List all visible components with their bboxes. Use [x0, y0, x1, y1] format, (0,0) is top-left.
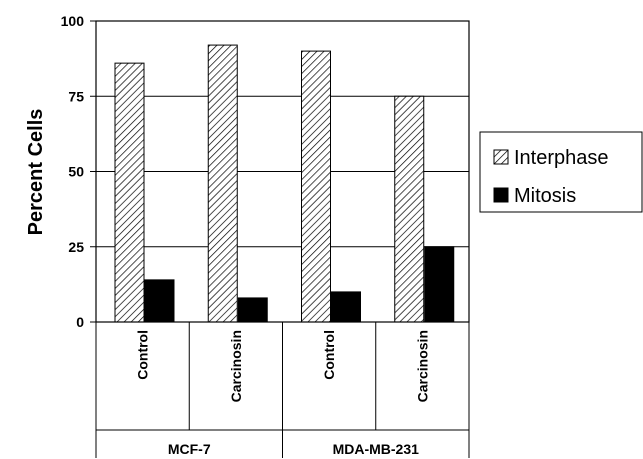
y-tick-label: 100 [61, 13, 85, 29]
category-label: Carcinosin [414, 330, 430, 402]
legend-swatch-mitosis [493, 187, 509, 203]
legend-label: Mitosis [514, 185, 576, 207]
legend-label: Interphase [514, 147, 609, 169]
legend-swatch-interphase [493, 149, 509, 165]
bar-mitosis-3 [424, 246, 455, 323]
bar-interphase-3 [394, 95, 425, 323]
y-axis-label: Percent Cells [25, 109, 47, 236]
category-label: Control [135, 330, 151, 380]
group-label: MDA-MB-231 [333, 441, 420, 457]
bar-mitosis-0 [144, 279, 175, 323]
bar-mitosis-1 [237, 297, 268, 323]
bar-interphase-1 [207, 44, 238, 323]
category-label: Carcinosin [228, 330, 244, 402]
y-tick-label: 25 [68, 239, 84, 255]
category-axis: Control Carcinosin Control Carcinosin MCF-7 M… [95, 322, 470, 458]
bars [114, 44, 455, 323]
y-tick-labels: 0 25 50 75 100 [61, 13, 85, 330]
group-label: MCF-7 [168, 441, 211, 457]
legend: Interphase Mitosis [479, 131, 643, 213]
bar-interphase-2 [301, 50, 331, 323]
bar-interphase-0 [114, 62, 145, 323]
category-label: Control [321, 330, 337, 380]
y-tick-label: 75 [68, 88, 84, 104]
y-tick-label: 0 [76, 314, 84, 330]
y-tick-label: 50 [68, 164, 84, 180]
bar-mitosis-2 [331, 291, 361, 323]
